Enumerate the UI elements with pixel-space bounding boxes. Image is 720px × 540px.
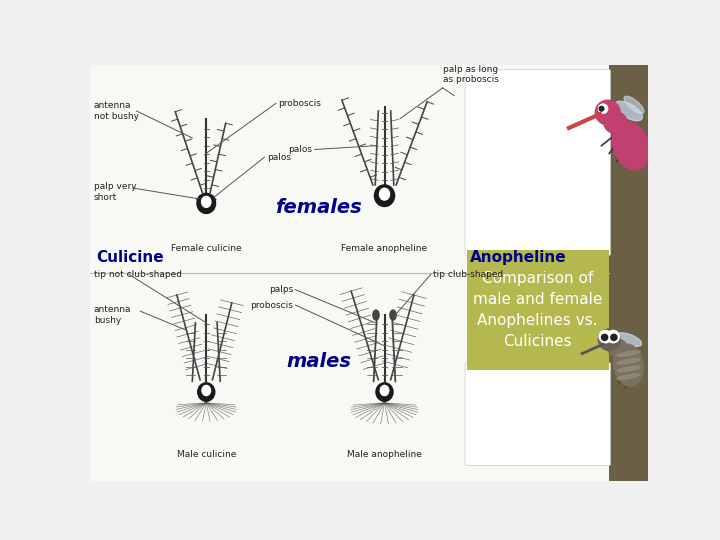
- Circle shape: [595, 100, 620, 125]
- FancyBboxPatch shape: [609, 65, 648, 481]
- Text: Anopheline: Anopheline: [469, 249, 567, 265]
- Text: proboscis: proboscis: [279, 99, 321, 108]
- Ellipse shape: [615, 101, 642, 121]
- Text: palp as long
as proboscis: palp as long as proboscis: [443, 65, 498, 84]
- Ellipse shape: [374, 185, 395, 206]
- Ellipse shape: [604, 112, 627, 133]
- Ellipse shape: [380, 386, 389, 396]
- Ellipse shape: [379, 188, 390, 200]
- Ellipse shape: [202, 197, 211, 207]
- FancyBboxPatch shape: [465, 70, 611, 255]
- Text: proboscis: proboscis: [250, 301, 293, 309]
- FancyBboxPatch shape: [465, 363, 611, 465]
- Text: females: females: [275, 198, 362, 217]
- Ellipse shape: [624, 96, 644, 113]
- Text: Comparison of
male and female
Anophelines vs.
Culicines: Comparison of male and female Anopheline…: [473, 271, 603, 349]
- Ellipse shape: [617, 374, 640, 380]
- Ellipse shape: [202, 386, 210, 396]
- Circle shape: [611, 334, 617, 340]
- Ellipse shape: [197, 193, 215, 213]
- Circle shape: [598, 329, 620, 350]
- Ellipse shape: [373, 310, 379, 320]
- Text: Male culicine: Male culicine: [176, 450, 236, 459]
- Ellipse shape: [617, 366, 640, 372]
- Ellipse shape: [607, 339, 626, 356]
- Text: males: males: [286, 352, 351, 371]
- Circle shape: [598, 104, 608, 113]
- Circle shape: [607, 330, 619, 343]
- Ellipse shape: [390, 310, 396, 320]
- FancyBboxPatch shape: [90, 65, 609, 481]
- Text: Female anopheline: Female anopheline: [341, 245, 428, 253]
- Circle shape: [601, 334, 608, 340]
- Text: palp very
short: palp very short: [94, 182, 137, 201]
- Ellipse shape: [617, 351, 640, 356]
- Ellipse shape: [616, 333, 642, 347]
- Text: palps: palps: [269, 285, 293, 294]
- Text: palos: palos: [288, 145, 312, 154]
- Ellipse shape: [613, 122, 649, 170]
- Text: Male anopheline: Male anopheline: [347, 450, 422, 459]
- Text: tip not club-shaped: tip not club-shaped: [94, 270, 182, 279]
- Text: antenna
bushy: antenna bushy: [94, 305, 131, 325]
- FancyBboxPatch shape: [467, 250, 609, 370]
- Text: Culicine: Culicine: [96, 249, 164, 265]
- Circle shape: [599, 330, 611, 343]
- Ellipse shape: [617, 359, 640, 364]
- Circle shape: [599, 106, 604, 111]
- Ellipse shape: [376, 383, 393, 401]
- Text: palos: palos: [266, 153, 291, 161]
- Text: tip club-shaped: tip club-shaped: [433, 270, 503, 279]
- Text: antenna
not bushy: antenna not bushy: [94, 102, 139, 121]
- Ellipse shape: [198, 383, 215, 401]
- Ellipse shape: [613, 344, 644, 386]
- Text: Female culicine: Female culicine: [171, 245, 242, 253]
